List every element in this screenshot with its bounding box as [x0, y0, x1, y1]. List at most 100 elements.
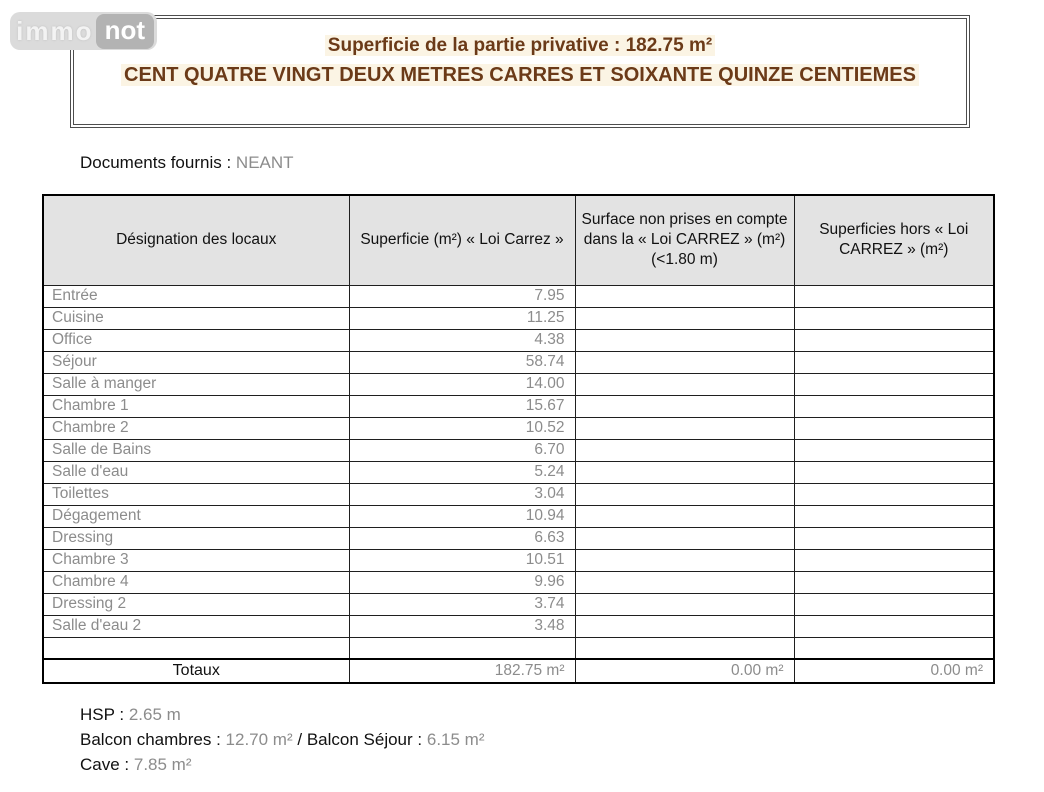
- room-hors-value: [793, 328, 995, 352]
- table-row: Salle d'eau 5.24: [42, 460, 995, 484]
- room-carrez-value: 14.00: [348, 372, 576, 396]
- room-name: Entrée: [42, 284, 350, 308]
- room-carrez-value: 4.38: [348, 328, 576, 352]
- room-carrez-value: 7.95: [348, 284, 576, 308]
- room-carrez-value: 10.94: [348, 504, 576, 528]
- surface-title-words-text: CENT QUATRE VINGT DEUX METRES CARRES ET …: [121, 64, 919, 86]
- room-name: Office: [42, 328, 350, 352]
- totals-hors-value: 0.00 m²: [793, 658, 995, 684]
- room-hors-value: [793, 438, 995, 462]
- room-name: Chambre 1: [42, 394, 350, 418]
- room-non-prise-value: [574, 438, 795, 462]
- room-non-prise-value: [574, 504, 795, 528]
- room-non-prise-value: [574, 350, 795, 374]
- surface-title-box: Superficie de la partie privative : 182.…: [70, 15, 970, 128]
- room-carrez-value: 6.70: [348, 438, 576, 462]
- room-carrez-value: 15.67: [348, 394, 576, 418]
- room-non-prise-value: [574, 306, 795, 330]
- room-name: Salle de Bains: [42, 438, 350, 462]
- logo-text-immo: immo: [16, 15, 94, 46]
- room-carrez-value: 11.25: [348, 306, 576, 330]
- balcon-sejour-value: 6.15 m²: [426, 730, 485, 749]
- room-name: Séjour: [42, 350, 350, 374]
- hsp-label: HSP :: [80, 705, 125, 724]
- col-header-superficie-carrez: Superficie (m²) « Loi Carrez »: [348, 194, 576, 286]
- empty-row: [42, 636, 995, 660]
- balcon-line: Balcon chambres : 12.70 m² / Balcon Séjo…: [80, 727, 485, 752]
- room-name: Toilettes: [42, 482, 350, 506]
- totals-carrez-value: 182.75 m²: [348, 658, 576, 684]
- immonot-logo: immo not: [10, 12, 157, 50]
- table-row: Séjour 58.74: [42, 350, 995, 374]
- room-carrez-value: 3.04: [348, 482, 576, 506]
- room-non-prise-value: [574, 526, 795, 550]
- room-name: Dressing 2: [42, 592, 350, 616]
- room-carrez-value: 10.52: [348, 416, 576, 440]
- room-name: Salle à manger: [42, 372, 350, 396]
- room-carrez-value: 9.96: [348, 570, 576, 594]
- room-name: Dressing: [42, 526, 350, 550]
- room-non-prise-value: [574, 548, 795, 572]
- cave-value: 7.85 m²: [133, 755, 192, 774]
- surface-title: Superficie de la partie privative : 182.…: [74, 32, 966, 59]
- table-row: Salle d'eau 2 3.48: [42, 614, 995, 638]
- room-hors-value: [793, 460, 995, 484]
- room-non-prise-value: [574, 284, 795, 308]
- room-hors-value: [793, 284, 995, 308]
- documents-value: NEANT: [235, 153, 294, 172]
- room-name: Salle d'eau: [42, 460, 350, 484]
- table-row: Office 4.38: [42, 328, 995, 352]
- cave-line: Cave : 7.85 m²: [80, 752, 485, 777]
- balcon-sejour-label: Balcon Séjour :: [306, 730, 423, 749]
- room-hors-value: [793, 372, 995, 396]
- room-hors-value: [793, 504, 995, 528]
- room-hors-value: [793, 394, 995, 418]
- balcon-separator: /: [297, 730, 303, 749]
- logo-text-not: not: [95, 13, 154, 49]
- room-name: Chambre 2: [42, 416, 350, 440]
- col-header-designation: Désignation des locaux: [42, 194, 350, 286]
- room-non-prise-value: [574, 372, 795, 396]
- table-row: Cuisine 11.25: [42, 306, 995, 330]
- documents-label: Documents fournis :: [80, 153, 232, 172]
- room-hors-value: [793, 416, 995, 440]
- room-non-prise-value: [574, 592, 795, 616]
- surface-table: Désignation des locaux Superficie (m²) «…: [42, 194, 995, 684]
- room-hors-value: [793, 614, 995, 638]
- room-carrez-value: 3.74: [348, 592, 576, 616]
- room-hors-value: [793, 570, 995, 594]
- room-non-prise-value: [574, 394, 795, 418]
- table-row: Dressing 6.63: [42, 526, 995, 550]
- totals-non-prise-value: 0.00 m²: [574, 658, 795, 684]
- table-row: Chambre 1 15.67: [42, 394, 995, 418]
- table-row: Toilettes 3.04: [42, 482, 995, 506]
- room-carrez-value: 6.63: [348, 526, 576, 550]
- room-non-prise-value: [574, 570, 795, 594]
- surface-title-words: CENT QUATRE VINGT DEUX METRES CARRES ET …: [120, 62, 920, 88]
- balcon-chambres-value: 12.70 m²: [225, 730, 293, 749]
- table-row: Dégagement 10.94: [42, 504, 995, 528]
- room-carrez-value: 5.24: [348, 460, 576, 484]
- footer-annotations: HSP : 2.65 m Balcon chambres : 12.70 m² …: [80, 702, 485, 777]
- room-non-prise-value: [574, 482, 795, 506]
- room-hors-value: [793, 526, 995, 550]
- surface-table-container: Désignation des locaux Superficie (m²) «…: [42, 194, 995, 684]
- table-row: Salle de Bains 6.70: [42, 438, 995, 462]
- room-name: Chambre 3: [42, 548, 350, 572]
- room-hors-value: [793, 350, 995, 374]
- hsp-line: HSP : 2.65 m: [80, 702, 485, 727]
- table-row: Chambre 3 10.51: [42, 548, 995, 572]
- totals-label: Totaux: [42, 658, 350, 684]
- room-name: Salle d'eau 2: [42, 614, 350, 638]
- surface-title-text: Superficie de la partie privative : 182.…: [324, 35, 716, 56]
- room-hors-value: [793, 482, 995, 506]
- table-row: Dressing 2 3.74: [42, 592, 995, 616]
- room-non-prise-value: [574, 460, 795, 484]
- table-row: Salle à manger 14.00: [42, 372, 995, 396]
- room-name: Chambre 4: [42, 570, 350, 594]
- room-carrez-value: 58.74: [348, 350, 576, 374]
- hsp-value: 2.65 m: [128, 705, 181, 724]
- totals-row: Totaux 182.75 m² 0.00 m² 0.00 m²: [42, 658, 995, 684]
- cave-label: Cave :: [80, 755, 130, 774]
